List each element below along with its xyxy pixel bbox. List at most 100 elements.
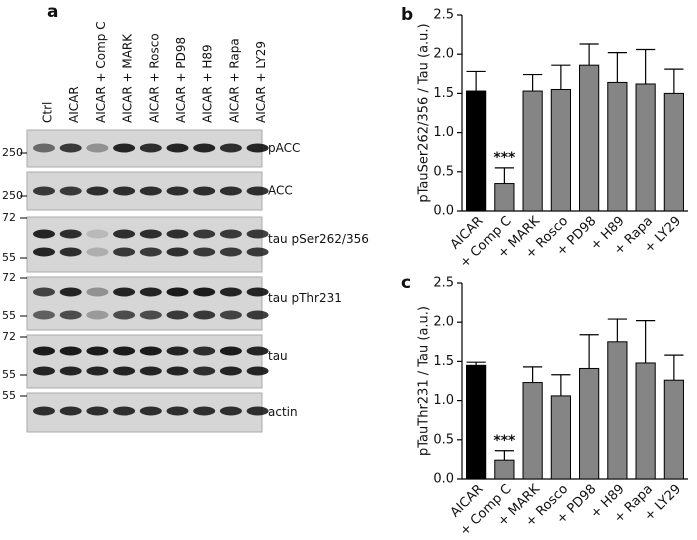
blot-band [166, 247, 189, 257]
blot-band [219, 406, 242, 416]
y-tick-label: 0.0 [433, 204, 454, 219]
mw-marker: 72 [2, 211, 16, 224]
blot-band [219, 310, 242, 320]
blot-band [139, 229, 162, 239]
bar [522, 90, 543, 212]
blot-band [246, 247, 269, 257]
significance: *** [493, 150, 516, 166]
blot-strip [26, 334, 263, 389]
lane-label: AICAR + LY29 [254, 41, 268, 123]
blot-band [193, 247, 216, 257]
y-axis-label: pTauThr231 / Tau (a.u.) [417, 306, 432, 456]
blot-band [59, 406, 82, 416]
blot-band [246, 143, 269, 153]
blot-band [246, 287, 269, 297]
blot-band [139, 143, 162, 153]
blot-band [33, 143, 55, 153]
blot-band [246, 186, 269, 196]
blot-band [166, 229, 189, 239]
bar [663, 379, 684, 480]
panel-label: c [401, 273, 411, 293]
blot-band [139, 366, 162, 376]
blot-band [139, 287, 162, 297]
blot-band [33, 287, 55, 297]
blot-band [59, 229, 82, 239]
blot-band [193, 366, 216, 376]
blot-band [193, 287, 216, 297]
blot-band [59, 247, 82, 257]
bar [635, 362, 656, 480]
blot-strip [26, 276, 263, 331]
lane-label: AICAR + PD98 [174, 37, 188, 123]
blot-band [166, 346, 189, 356]
blot-band [113, 186, 136, 196]
blot-band [86, 287, 109, 297]
mw-marker: 250 [2, 189, 23, 202]
lane-label: AICAR + Comp C [94, 21, 108, 123]
blot-band [139, 406, 162, 416]
bar [494, 459, 515, 480]
row-label: tau pThr231 [268, 291, 342, 305]
blot-band [219, 143, 242, 153]
lane-label: AICAR + MARK [121, 33, 135, 123]
bar [550, 88, 571, 212]
lane-label: AICAR + H89 [201, 44, 215, 123]
blot-band [113, 287, 136, 297]
blot-band [59, 366, 82, 376]
lane-label: AICAR + Rapa [227, 38, 241, 123]
blot-band [139, 247, 162, 257]
blot-band [166, 143, 189, 153]
blot-band [193, 229, 216, 239]
blot-band [86, 247, 109, 257]
blot-band [59, 346, 82, 356]
bar [579, 367, 600, 480]
panel-label: b [401, 5, 413, 25]
blot-band [33, 310, 55, 320]
blot-band [219, 186, 242, 196]
blot-band [219, 366, 242, 376]
row-label: tau [268, 349, 288, 363]
blot-band [113, 406, 136, 416]
blot-band [113, 229, 136, 239]
blot-band [113, 366, 136, 376]
blot-band [193, 143, 216, 153]
blot-band [33, 229, 55, 239]
blot-band [166, 406, 189, 416]
blot-band [246, 406, 269, 416]
blot-band [113, 346, 136, 356]
blot-band [166, 287, 189, 297]
blot-band [219, 229, 242, 239]
y-tick-label: 1.5 [433, 86, 454, 101]
blot-band [193, 346, 216, 356]
blot-band [166, 186, 189, 196]
lane-label: Ctrl [41, 102, 55, 123]
blot-band [193, 186, 216, 196]
blot-band [86, 143, 109, 153]
bar [494, 183, 515, 212]
blot-band [166, 310, 189, 320]
blot-band [59, 186, 82, 196]
blot-band [33, 346, 55, 356]
row-label: actin [268, 405, 298, 419]
blot-band [33, 247, 55, 257]
mw-marker: 55 [2, 309, 16, 322]
blot-band [113, 310, 136, 320]
mw-marker: 55 [2, 251, 16, 264]
blot-band [219, 346, 242, 356]
blot-strip [26, 216, 263, 273]
bar [635, 83, 656, 212]
blot-band [86, 346, 109, 356]
blot-band [113, 143, 136, 153]
row-label: pACC [268, 141, 300, 155]
blot-band [139, 186, 162, 196]
blot-band [246, 229, 269, 239]
blot-band [246, 310, 269, 320]
lane-label: AICAR [67, 86, 81, 123]
blot-band [246, 346, 269, 356]
blot-band [139, 310, 162, 320]
y-tick-label: 0.0 [433, 472, 454, 487]
blot-band [139, 346, 162, 356]
mw-marker: 250 [2, 146, 23, 159]
blot-band [33, 186, 55, 196]
y-axis-label: pTauSer262/356 / Tau (a.u.) [417, 23, 432, 202]
